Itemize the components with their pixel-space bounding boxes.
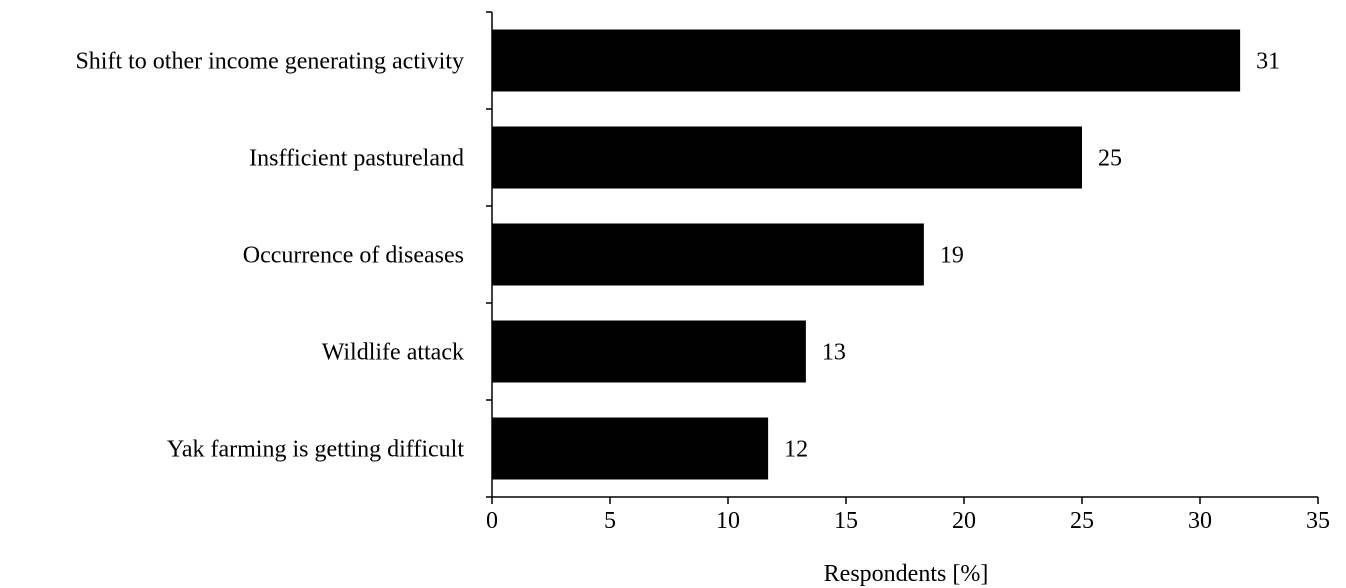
x-tick-label: 20: [952, 508, 976, 534]
data-label: 31: [1256, 49, 1280, 75]
x-tick-label: 30: [1188, 508, 1212, 534]
bar: [492, 29, 1241, 92]
category-label: Occurrence of diseases: [243, 243, 464, 269]
data-label: 25: [1098, 146, 1122, 172]
x-tick-label: 25: [1070, 508, 1094, 534]
x-tick-label: 15: [834, 508, 858, 534]
bar: [492, 320, 806, 383]
bar: [492, 417, 769, 480]
bar: [492, 126, 1082, 189]
x-tick-label: 35: [1306, 508, 1330, 534]
category-label: Insfficient pastureland: [249, 146, 464, 172]
category-label: Shift to other income generating activit…: [75, 49, 464, 75]
x-axis-title: Respondents [%]: [824, 561, 989, 587]
data-label: 12: [784, 437, 808, 463]
data-label: 13: [822, 340, 846, 366]
category-label: Yak farming is getting difficult: [167, 437, 464, 463]
data-label: 19: [940, 243, 964, 269]
x-tick-label: 10: [716, 508, 740, 534]
bar: [492, 223, 924, 286]
x-tick-label: 5: [604, 508, 616, 534]
category-label: Wildlife attack: [322, 340, 464, 366]
x-tick-label: 0: [486, 508, 498, 534]
plot-area: 0 5 10 15 20 25 30 35 Shift to other income gene…: [75, 11, 1330, 534]
